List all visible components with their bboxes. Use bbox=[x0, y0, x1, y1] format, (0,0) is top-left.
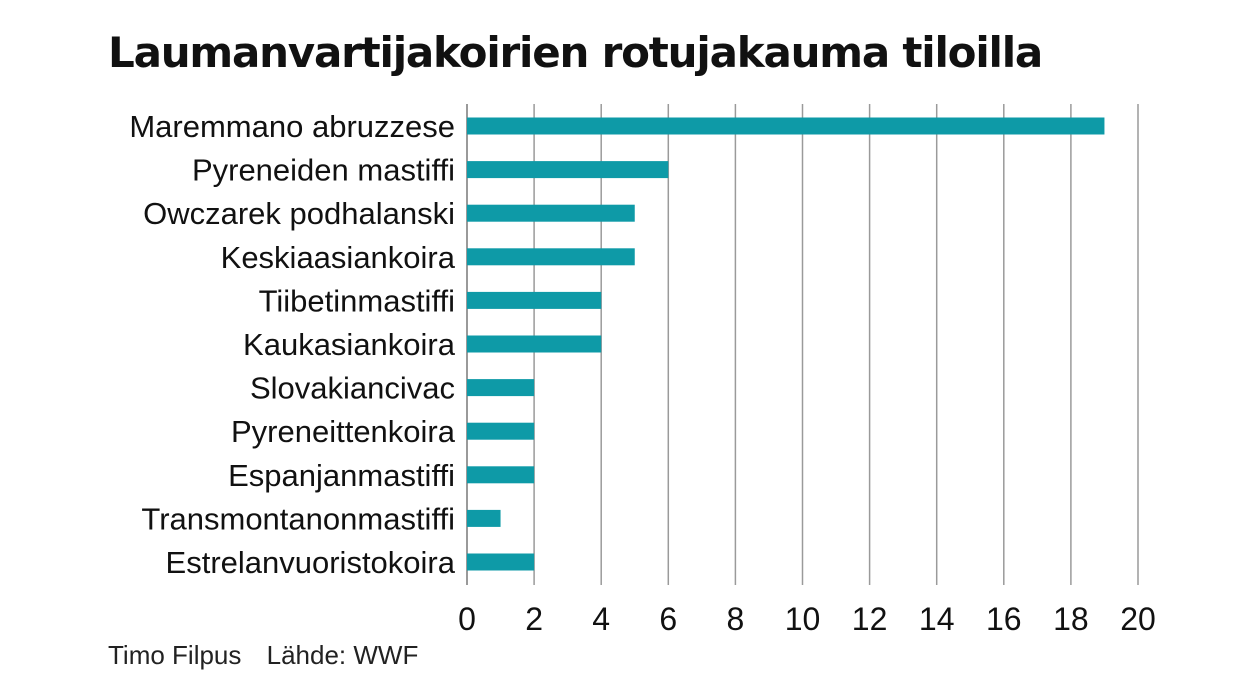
x-tick-label: 6 bbox=[659, 601, 677, 637]
bar bbox=[467, 509, 501, 527]
x-tick-label: 18 bbox=[1053, 601, 1089, 637]
x-tick-label: 0 bbox=[458, 601, 476, 637]
x-axis-ticks: 0 2 4 6 8 10 12 14 16 18 20 bbox=[458, 601, 1156, 637]
footer: Timo Filpus Lähde: WWF bbox=[108, 640, 436, 671]
source-credit: Lähde: WWF bbox=[266, 640, 419, 670]
bar bbox=[467, 553, 535, 571]
category-label: Slovakiancivac bbox=[250, 371, 455, 406]
category-label: Maremmano abruzzese bbox=[129, 109, 455, 144]
x-tick-label: 20 bbox=[1120, 601, 1156, 637]
bar bbox=[467, 204, 635, 222]
category-label: Owczarek podhalanski bbox=[143, 196, 455, 231]
x-tick-label: 12 bbox=[852, 601, 888, 637]
x-tick-label: 4 bbox=[592, 601, 610, 637]
category-label: Keskiaasiankoira bbox=[221, 240, 456, 275]
category-label: Pyreneiden mastiffi bbox=[192, 153, 455, 188]
bar bbox=[467, 248, 635, 266]
category-label: Tiibetinmastiffi bbox=[259, 283, 455, 318]
category-label: Transmontanonmastiffi bbox=[141, 501, 455, 536]
bar bbox=[467, 335, 602, 353]
x-tick-label: 10 bbox=[785, 601, 821, 637]
x-tick-label: 2 bbox=[525, 601, 543, 637]
author-credit: Timo Filpus bbox=[108, 640, 242, 670]
bar bbox=[467, 379, 535, 397]
category-label: Pyreneittenkoira bbox=[231, 414, 456, 449]
chart-title: Laumanvartijakoirien rotujakauma tiloill… bbox=[108, 28, 1043, 77]
category-labels: Maremmano abruzzese Pyreneiden mastiffi Ow… bbox=[129, 109, 455, 580]
x-tick-label: 8 bbox=[727, 601, 745, 637]
bar bbox=[467, 161, 669, 179]
category-label: Estrelanvuoristokoira bbox=[166, 545, 456, 580]
x-tick-label: 14 bbox=[919, 601, 955, 637]
x-tick-label: 16 bbox=[986, 601, 1022, 637]
category-label: Kaukasiankoira bbox=[243, 327, 456, 362]
bar bbox=[467, 117, 1105, 135]
bars bbox=[467, 117, 1105, 571]
bar bbox=[467, 466, 535, 484]
category-label: Espanjanmastiffi bbox=[228, 458, 455, 493]
bar bbox=[467, 291, 602, 309]
bar bbox=[467, 422, 535, 440]
